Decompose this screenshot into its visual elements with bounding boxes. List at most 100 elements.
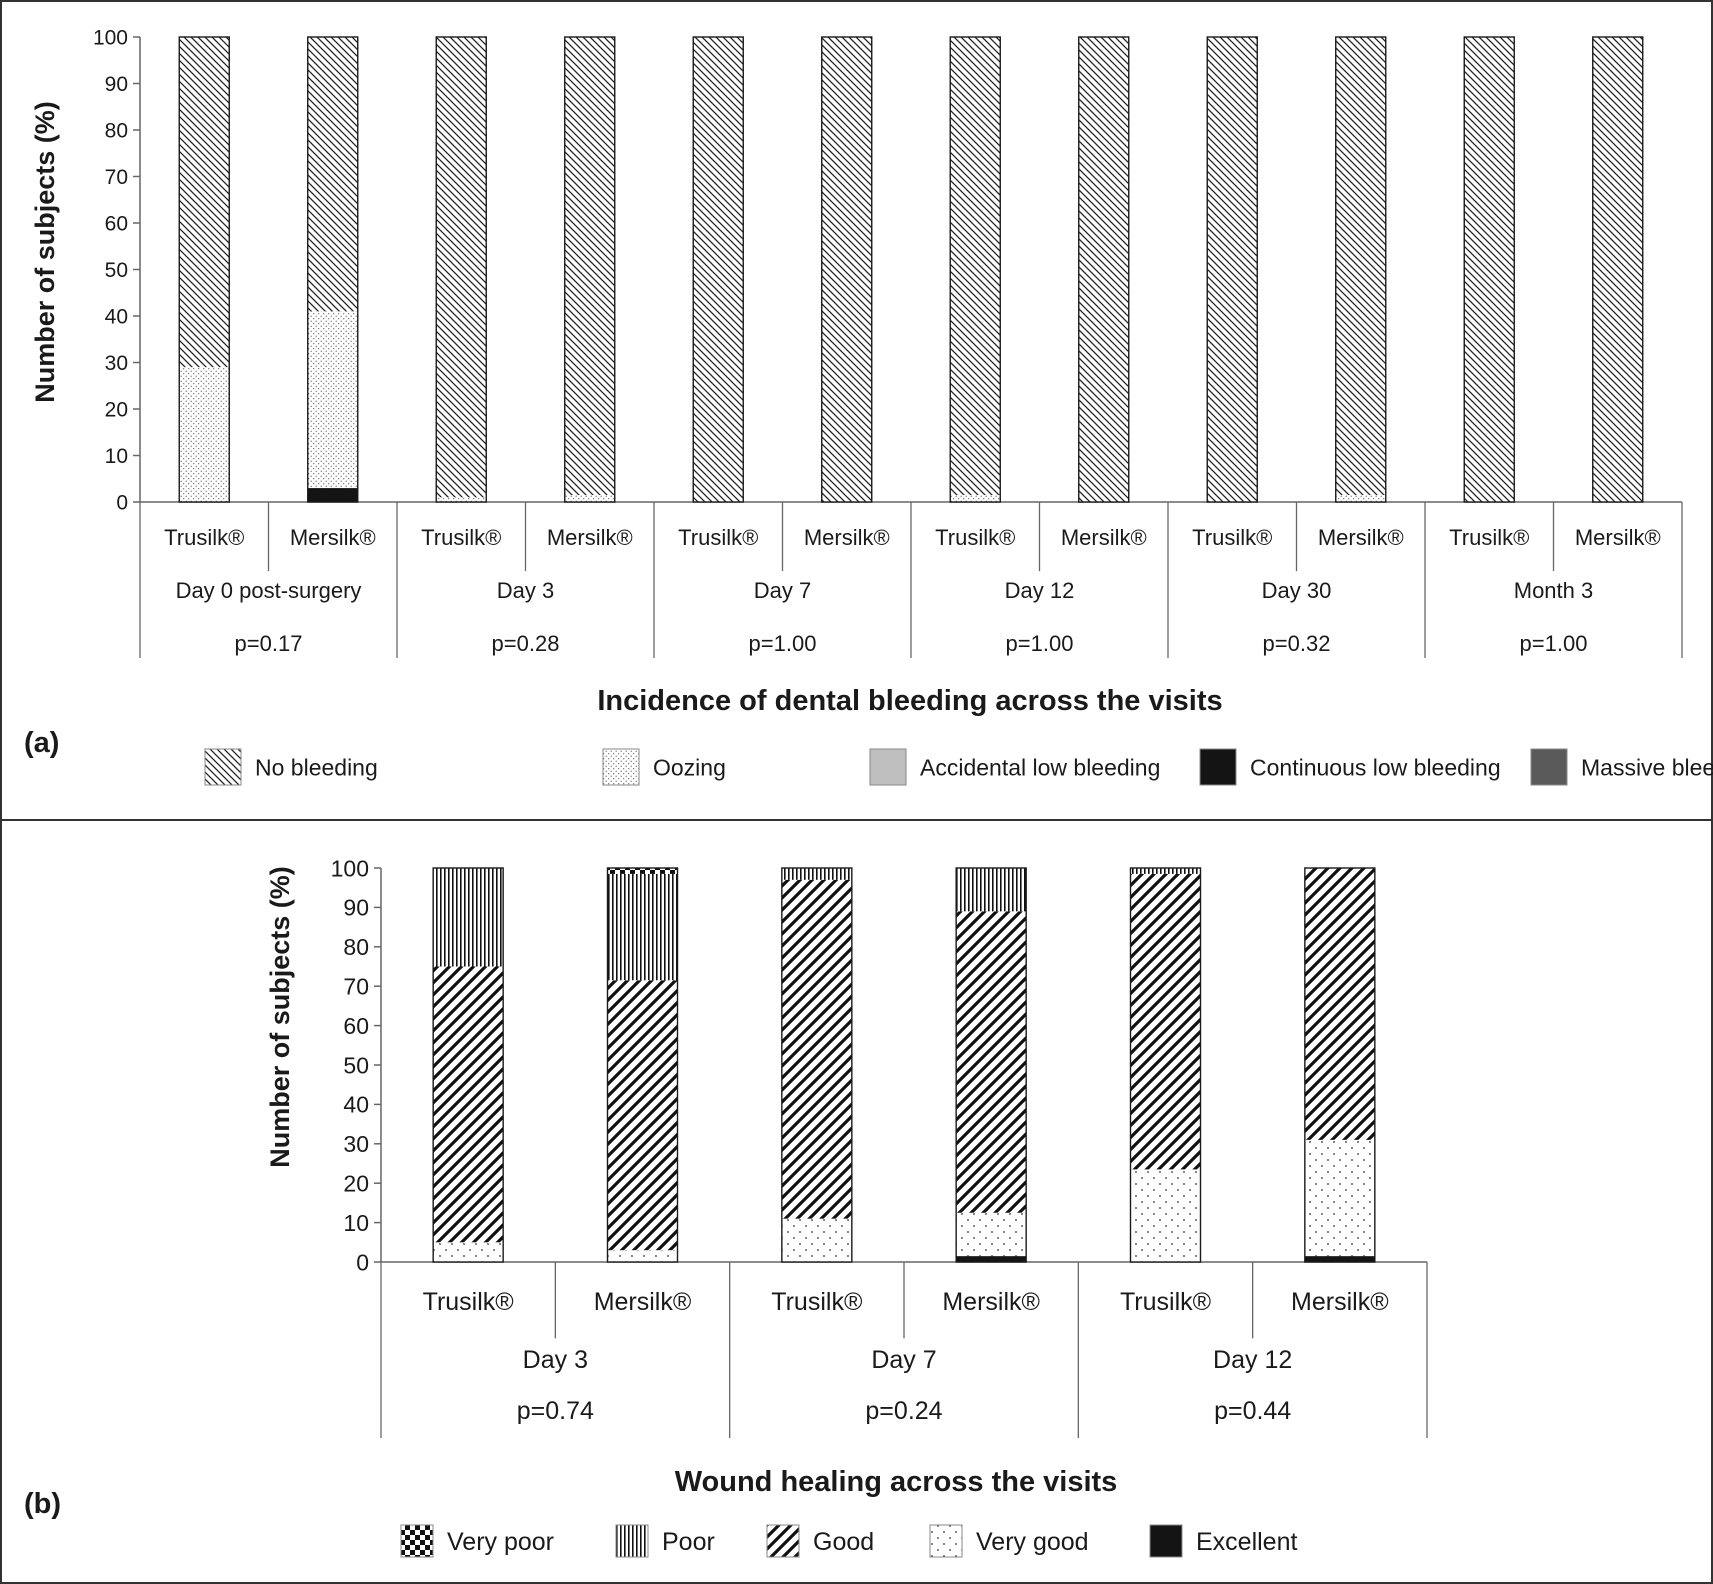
b-group-label: Day 12 bbox=[1213, 1346, 1292, 1374]
b-y-tick-label: 40 bbox=[343, 1092, 369, 1118]
a-category-label: Trusilk® bbox=[1449, 525, 1529, 550]
b-legend-swatch-poor bbox=[615, 1524, 649, 1558]
b-group-label: Day 7 bbox=[871, 1346, 936, 1374]
a-category-label: Mersilk® bbox=[547, 525, 633, 550]
b-bar-1-poor bbox=[433, 868, 504, 967]
b-bar-3-outline bbox=[781, 867, 853, 1263]
b-bar-5-good bbox=[1130, 873, 1201, 1170]
a-bar-5-no-bleeding bbox=[693, 37, 744, 502]
a-category-label: Trusilk® bbox=[164, 525, 244, 550]
a-y-tick-label: 10 bbox=[105, 445, 128, 468]
a-legend-label-continuous-low-bleeding: Continuous low bleeding bbox=[1250, 754, 1501, 780]
b-group-label: Day 3 bbox=[523, 1346, 588, 1374]
b-bar-1-very-good bbox=[433, 1242, 504, 1262]
b-bar-4-excellent bbox=[956, 1256, 1027, 1262]
b-y-tick-label: 10 bbox=[343, 1210, 369, 1236]
b-y-tick-label: 90 bbox=[343, 895, 369, 921]
b-y-tick-label: 30 bbox=[343, 1131, 369, 1157]
a-p-value: p=1.00 bbox=[749, 631, 817, 656]
a-y-tick-label: 20 bbox=[105, 399, 128, 422]
a-bar-7-outline bbox=[949, 36, 1001, 503]
b-category-label: Mersilk® bbox=[594, 1288, 692, 1316]
a-y-tick-label: 50 bbox=[105, 259, 128, 282]
b-bar-6-good bbox=[1304, 868, 1375, 1140]
a-bar-3-no-bleeding bbox=[436, 37, 487, 498]
b-p-value: p=0.74 bbox=[517, 1397, 594, 1425]
a-bar-7-no-bleeding bbox=[950, 37, 1001, 496]
a-bar-2-oozing bbox=[307, 311, 358, 489]
a-bar-6-outline bbox=[821, 36, 873, 503]
a-bar-2-outline bbox=[307, 36, 359, 503]
b-bar-6-very-good bbox=[1304, 1139, 1375, 1257]
a-y-tick-label: 0 bbox=[116, 492, 128, 515]
panel-a-chart: 0 10 20 30 40 50 60 70 80 90 100 Trusilk® Mersilk® Tr… bbox=[93, 27, 1713, 786]
b-bar-5-poor bbox=[1130, 868, 1201, 874]
a-legend-label-no-bleeding: No bleeding bbox=[255, 754, 378, 780]
a-bar-4-oozing bbox=[564, 495, 615, 502]
a-y-tick-label: 100 bbox=[93, 27, 128, 50]
a-bar-3-outline bbox=[435, 36, 487, 503]
b-bar-2-good bbox=[607, 980, 678, 1251]
b-y-tick-label: 70 bbox=[343, 973, 369, 999]
a-legend-label-massive-bleeding: Massive bleeding bbox=[1581, 754, 1713, 780]
b-legend-label-excellent: Excellent bbox=[1196, 1528, 1297, 1556]
a-p-value: p=1.00 bbox=[1520, 631, 1588, 656]
b-y-tick-label: 80 bbox=[343, 934, 369, 960]
b-bar-2-very-good bbox=[607, 1250, 678, 1262]
panel-b-label: (b) bbox=[24, 1488, 61, 1520]
b-bar-4-outline bbox=[955, 867, 1027, 1263]
b-legend-swatch-very-poor bbox=[400, 1524, 434, 1558]
a-p-value: p=0.28 bbox=[492, 631, 560, 656]
b-bar-6-excellent bbox=[1304, 1256, 1375, 1262]
a-group-label: Day 30 bbox=[1262, 578, 1332, 603]
a-p-value: p=0.17 bbox=[235, 631, 303, 656]
b-bar-4-poor bbox=[956, 868, 1027, 912]
panel-b-xlabel: Wound healing across the visits bbox=[675, 1466, 1118, 1498]
a-category-label: Mersilk® bbox=[1575, 525, 1661, 550]
a-legend-swatch-oozing bbox=[602, 748, 640, 786]
panel-a-label: (a) bbox=[24, 727, 59, 759]
b-category-label: Mersilk® bbox=[1291, 1288, 1389, 1316]
a-category-label: Mersilk® bbox=[1061, 525, 1147, 550]
a-group-label: Month 3 bbox=[1514, 578, 1594, 603]
a-group-label: Day 7 bbox=[754, 578, 811, 603]
b-legend-swatch-very-good bbox=[929, 1524, 963, 1558]
a-category-label: Trusilk® bbox=[678, 525, 758, 550]
b-y-tick-label: 60 bbox=[343, 1013, 369, 1039]
a-group-label: Day 3 bbox=[497, 578, 554, 603]
b-bar-1-good bbox=[433, 966, 504, 1243]
a-y-tick-label: 40 bbox=[105, 306, 128, 329]
b-p-value: p=0.24 bbox=[865, 1397, 942, 1425]
b-y-tick-label: 0 bbox=[356, 1249, 369, 1275]
a-bar-11-no-bleeding bbox=[1464, 37, 1515, 502]
b-bar-5-very-good bbox=[1130, 1169, 1201, 1262]
a-bar-10-oozing bbox=[1335, 495, 1386, 502]
a-category-label: Mersilk® bbox=[804, 525, 890, 550]
a-bar-6-no-bleeding bbox=[821, 37, 872, 502]
a-y-tick-label: 30 bbox=[105, 352, 128, 375]
a-y-tick-label: 70 bbox=[105, 166, 128, 189]
a-p-value: p=0.32 bbox=[1263, 631, 1331, 656]
a-category-label: Mersilk® bbox=[1318, 525, 1404, 550]
a-y-tick-label: 90 bbox=[105, 73, 128, 96]
panel-b-ylabel: Number of subjects (%) bbox=[265, 866, 295, 1168]
a-bar-5-outline bbox=[692, 36, 744, 503]
b-legend-swatch-excellent bbox=[1149, 1524, 1183, 1558]
b-category-label: Trusilk® bbox=[423, 1288, 515, 1316]
b-y-tick-label: 100 bbox=[331, 855, 369, 881]
b-y-tick-label: 50 bbox=[343, 1052, 369, 1078]
b-category-label: Trusilk® bbox=[771, 1288, 863, 1316]
a-group-label: Day 0 post-surgery bbox=[176, 578, 362, 603]
a-bar-4-outline bbox=[564, 36, 616, 503]
a-y-tick-label: 60 bbox=[105, 213, 128, 236]
a-p-value: p=1.00 bbox=[1006, 631, 1074, 656]
b-bar-1-outline bbox=[432, 867, 504, 1263]
a-legend-label-accidental-low-bleeding: Accidental low bleeding bbox=[920, 754, 1160, 780]
panel-a-ylabel: Number of subjects (%) bbox=[30, 101, 60, 403]
a-bar-11-outline bbox=[1463, 36, 1515, 503]
a-bar-12-outline bbox=[1592, 36, 1644, 503]
b-legend-swatch-good bbox=[766, 1524, 800, 1558]
b-bar-6-outline bbox=[1304, 867, 1376, 1263]
